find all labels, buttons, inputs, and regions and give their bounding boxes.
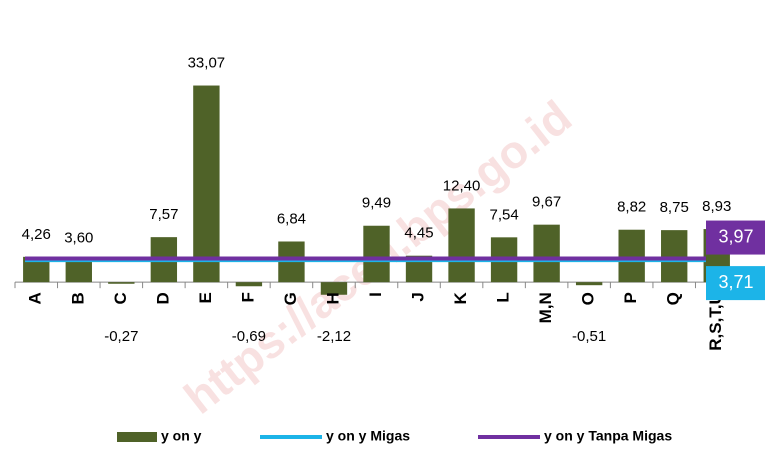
data-label: -0,69 bbox=[232, 328, 266, 345]
x-tick-label: H bbox=[323, 292, 342, 304]
legend-swatch bbox=[478, 435, 540, 439]
bar bbox=[575, 282, 603, 286]
bar bbox=[661, 230, 688, 283]
bar bbox=[533, 224, 560, 283]
bar bbox=[618, 229, 645, 283]
x-tick-label: K bbox=[451, 291, 470, 304]
data-label: 3,60 bbox=[64, 230, 93, 247]
data-label: -0,27 bbox=[104, 328, 138, 345]
data-label: 4,26 bbox=[22, 226, 51, 243]
reference-label-box bbox=[706, 266, 765, 301]
x-tick-label: M,N bbox=[536, 292, 555, 323]
data-label: 12,40 bbox=[443, 177, 481, 194]
bar bbox=[108, 282, 135, 284]
legend-swatch bbox=[117, 432, 157, 442]
legend-swatch bbox=[260, 435, 322, 439]
data-label: 9,67 bbox=[532, 194, 561, 211]
bar bbox=[193, 85, 220, 283]
x-tick-label: P bbox=[621, 292, 640, 303]
data-label: 33,07 bbox=[188, 54, 226, 71]
data-label: 6,84 bbox=[277, 210, 306, 227]
data-label: 4,45 bbox=[404, 225, 433, 242]
data-label: 7,57 bbox=[149, 206, 178, 223]
x-tick-label: O bbox=[579, 292, 598, 305]
x-tick-label: B bbox=[68, 292, 87, 304]
data-label: -2,12 bbox=[317, 328, 351, 345]
x-tick-label: A bbox=[26, 292, 45, 304]
legend-label: y on y Migas bbox=[326, 428, 410, 444]
reference-label-box bbox=[706, 220, 765, 255]
data-label: -0,51 bbox=[572, 328, 606, 345]
bar bbox=[448, 208, 475, 283]
x-tick-label: F bbox=[238, 292, 257, 302]
data-label: 8,82 bbox=[617, 199, 646, 216]
x-tick-label: R,S,T,U bbox=[706, 292, 725, 351]
bar bbox=[235, 282, 263, 287]
reference-label: 3,97 bbox=[718, 226, 753, 246]
bar bbox=[65, 260, 92, 283]
reference-label: 3,71 bbox=[718, 272, 753, 292]
data-label: 8,93 bbox=[702, 198, 731, 215]
legend-label: y on y Tanpa Migas bbox=[544, 428, 672, 444]
x-tick-label: E bbox=[196, 292, 215, 303]
x-tick-label: D bbox=[153, 292, 172, 304]
bar bbox=[363, 225, 390, 283]
x-tick-label: Q bbox=[664, 292, 683, 305]
x-tick-label: J bbox=[409, 292, 428, 301]
x-tick-label: G bbox=[281, 292, 300, 305]
data-label: 7,54 bbox=[489, 206, 518, 223]
data-label: 8,75 bbox=[660, 199, 689, 216]
bar bbox=[320, 282, 348, 295]
data-label: 9,49 bbox=[362, 195, 391, 212]
x-tick-label: C bbox=[111, 292, 130, 304]
legend-label: y on y bbox=[161, 428, 202, 444]
x-tick-label: I bbox=[366, 292, 385, 297]
x-tick-label: L bbox=[494, 292, 513, 302]
